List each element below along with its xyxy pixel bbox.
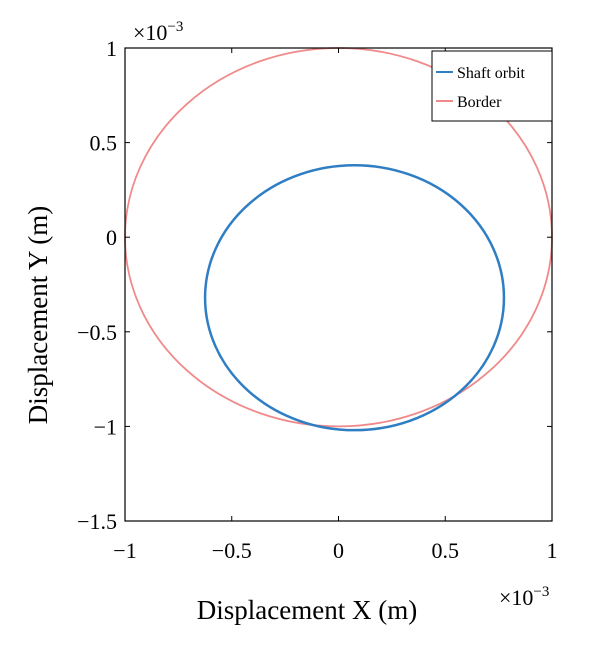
x-tick-label: 0 (333, 538, 344, 563)
y-axis-multiplier: ×10−3 (133, 19, 183, 45)
x-tick-label: 0.5 (432, 538, 460, 563)
y-axis-ticks: −1.5 −1 −0.5 0 0.5 1 (77, 36, 552, 534)
y-tick-label: −1.5 (77, 509, 117, 534)
series-shaft-orbit (203, 164, 506, 432)
x-axis-multiplier: ×10−3 (499, 584, 549, 610)
y-tick-label: −0.5 (77, 320, 117, 345)
x-axis-label: Displacement X (m) (197, 595, 417, 625)
legend: Shaft orbit Border (431, 50, 553, 122)
legend-box (431, 50, 553, 122)
y-tick-label: 0.5 (90, 131, 118, 156)
legend-label-border: Border (457, 94, 502, 111)
x-tick-label: 1 (547, 538, 558, 563)
y-tick-label: −1 (94, 414, 117, 439)
y-tick-label: 0 (106, 225, 117, 250)
legend-label-shaft-orbit: Shaft orbit (457, 65, 526, 82)
x-tick-label: −1 (113, 538, 136, 563)
x-tick-label: −0.5 (212, 538, 252, 563)
y-tick-label: 1 (106, 36, 117, 61)
x-axis-ticks: −1 −0.5 0 0.5 1 (113, 48, 558, 563)
y-axis-label: Displacement Y (m) (23, 206, 53, 424)
